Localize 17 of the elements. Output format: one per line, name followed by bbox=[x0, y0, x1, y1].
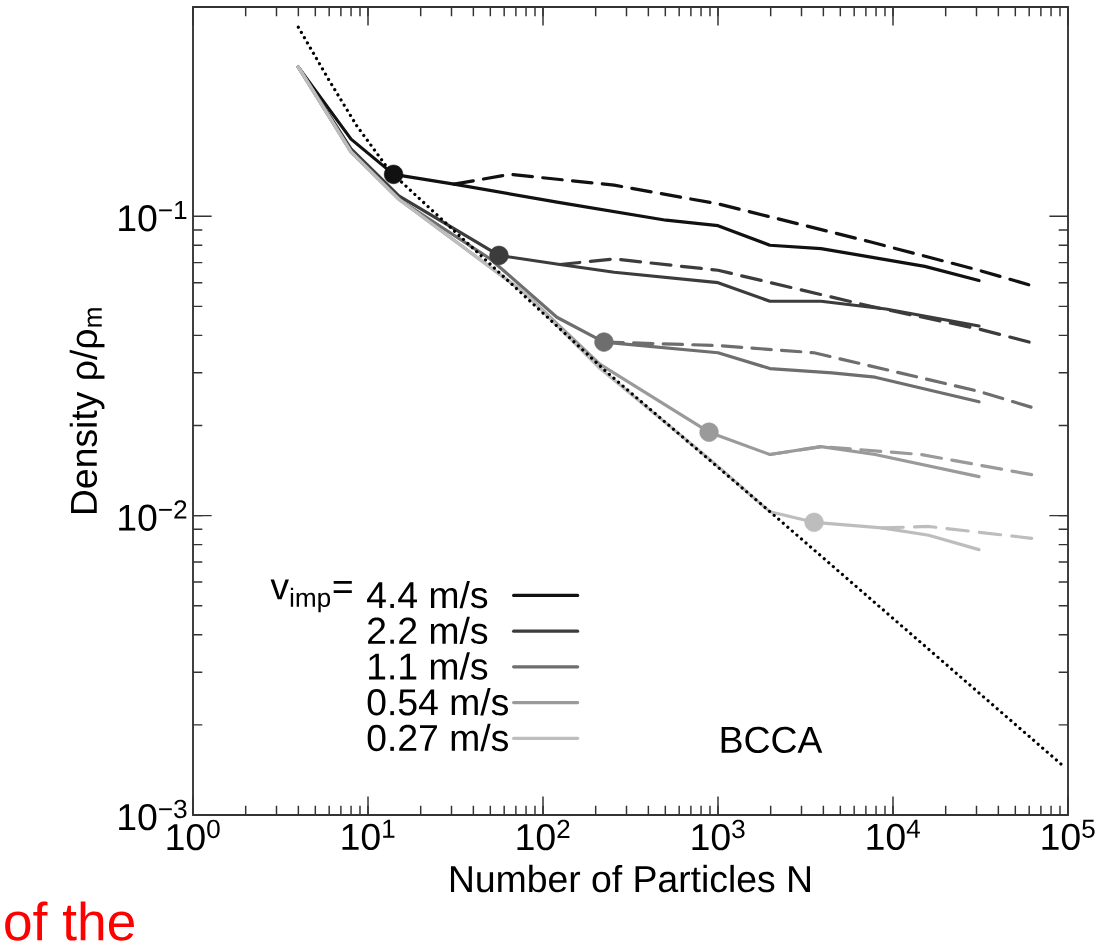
text: of the bbox=[5, 901, 134, 941]
legend-label: 0.54 m/s bbox=[367, 688, 508, 716]
x-tick-label: 10$^{5}$ bbox=[1042, 819, 1095, 851]
x-axis-title: Number of Particles N bbox=[450, 864, 810, 893]
legend-label: 1.1 m/s bbox=[369, 652, 488, 680]
x-tick-label: 10$^{3}$ bbox=[692, 819, 745, 851]
y-tick-label: 10$^{−2}$ bbox=[119, 500, 187, 531]
y-axis-title: Density ρ/ρ$_{m}$ bbox=[69, 308, 105, 514]
y-tick-label: 10$^{−1}$ bbox=[119, 201, 187, 232]
legend-label: 4.4 m/s bbox=[367, 580, 488, 609]
x-tick-label: 10$^{1}$ bbox=[342, 819, 395, 851]
legend-label: 0.27 m/s bbox=[367, 723, 508, 752]
annotation: BCCA bbox=[721, 726, 823, 754]
x-tick-label: 10$^{2}$ bbox=[517, 819, 570, 851]
x-tick-label: 10$^{4}$ bbox=[867, 819, 920, 851]
legend-label: 2.2 m/s bbox=[368, 616, 488, 645]
legend-title: v$_{imp}$= bbox=[270, 579, 352, 613]
